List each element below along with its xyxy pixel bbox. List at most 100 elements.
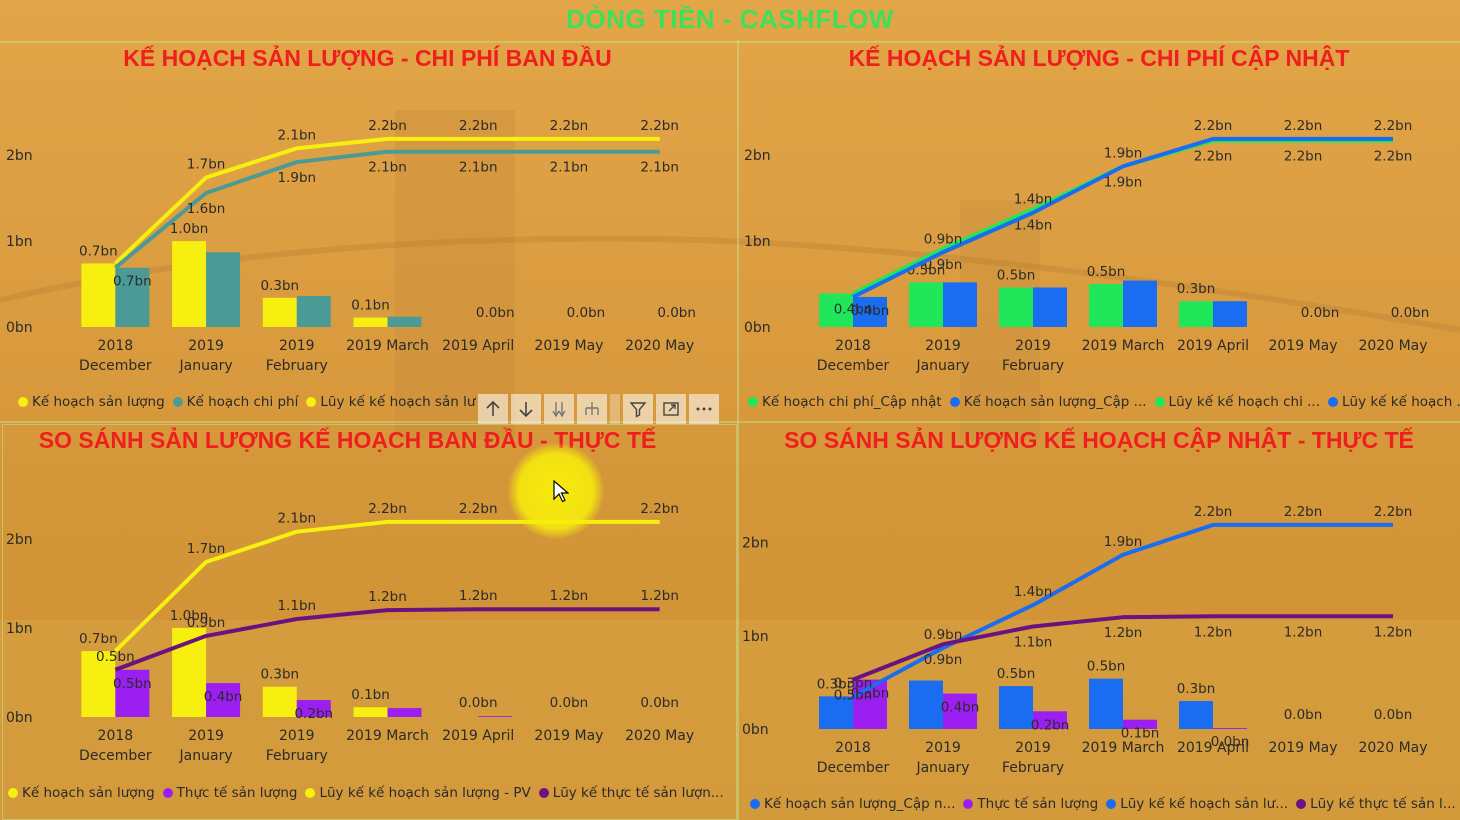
- legend-item[interactable]: Lũy kế kế hoạch ...: [1328, 394, 1460, 410]
- x-tick-label: January: [179, 358, 233, 374]
- combo-chart[interactable]: 0bn 1bn 2bn 2018 December 2019 January 2019 Febr…: [0, 42, 735, 420]
- line-data-label: 0.9bn: [924, 257, 963, 273]
- line-data-label: 2.1bn: [277, 511, 316, 527]
- line-data-label: 1.2bn: [368, 589, 407, 605]
- series-line: [114, 607, 660, 672]
- panel-compare-initial-actual[interactable]: SO SÁNH SẢN LƯỢNG KẾ HOẠCH BAN ĐẦU - THỰ…: [0, 424, 735, 816]
- legend-item[interactable]: Thực tế sản lượng: [963, 796, 1098, 812]
- legend-dot: [538, 788, 549, 798]
- bar: [819, 696, 853, 729]
- bar-data-label: 0.0bn: [657, 305, 696, 321]
- panel-compare-updated-actual[interactable]: SO SÁNH SẢN LƯỢNG KẾ HOẠCH CẬP NHẬT - TH…: [738, 424, 1460, 816]
- legend-item[interactable]: Lũy kế kế hoạch sản lư: [306, 394, 475, 410]
- line-data-label: 2.2bn: [1194, 149, 1233, 165]
- x-tick-label: 2019 March: [346, 338, 429, 354]
- line-data-label: 2.2bn: [1194, 118, 1233, 134]
- line-data-label: 0.9bn: [924, 627, 963, 643]
- x-tick-label: 2019: [1015, 338, 1051, 354]
- line-data-label: 1.9bn: [1104, 174, 1143, 190]
- legend-label: Lũy kế kế hoạch sản lư: [320, 394, 476, 410]
- legend-item[interactable]: Lũy kế kế hoạch sản lượng - PV: [305, 785, 531, 801]
- bar-data-label: 0.7bn: [79, 243, 118, 259]
- legend-item[interactable]: Thực tế sản lượng: [162, 785, 297, 801]
- legend-item[interactable]: Kế hoạch chi phí: [172, 394, 298, 410]
- legend-label: Lũy kế kế hoạch sản lư...: [1120, 796, 1289, 812]
- bar: [262, 686, 297, 717]
- combo-chart[interactable]: 0bn 1bn 2bn 2018 December 2019 January 2019 Febr…: [0, 424, 735, 816]
- series-line: [852, 136, 1393, 299]
- line-data-label: 1.4bn: [1014, 584, 1053, 600]
- bar-data-label: 1.0bn: [170, 608, 209, 624]
- x-tick-label: 2019: [188, 338, 224, 354]
- line-data-label: 1.1bn: [277, 598, 316, 614]
- chart-legend[interactable]: Kế hoạch sản lượng Kế hoạch chi phí Lũy kế…: [18, 394, 478, 410]
- line-data-label: 2.2bn: [550, 118, 589, 134]
- legend-item[interactable]: Lũy kế thực tế sản l...: [1296, 796, 1456, 812]
- bar-data-label: 0.4bn: [204, 689, 243, 705]
- bar-data-label: 0.0bn: [550, 695, 589, 711]
- legend-item[interactable]: Kế hoạch chi phí_Cập nhật: [748, 394, 942, 410]
- bar: [81, 651, 116, 717]
- bar-data-label: 0.5bn: [851, 686, 890, 702]
- next-level-button[interactable]: [544, 394, 574, 424]
- legend-item[interactable]: Kế hoạch sản lượng_Cập n...: [750, 796, 955, 812]
- legend-item[interactable]: Kế hoạch sản lượng: [18, 394, 165, 410]
- chart-legend[interactable]: Kế hoạch chi phí_Cập nhật Kế hoạch sản lư…: [748, 394, 1460, 410]
- line-data-label: 1.9bn: [277, 170, 316, 186]
- legend-item[interactable]: Kế hoạch sản lượng: [8, 785, 155, 801]
- legend-label: Kế hoạch sản lượng: [32, 394, 165, 410]
- line-data-label: 2.2bn: [368, 501, 407, 517]
- y-tick-label: 2bn: [742, 536, 769, 552]
- x-tick-label: February: [1002, 760, 1064, 776]
- legend-item[interactable]: Lũy kế kế hoạch chi ...: [1154, 394, 1320, 410]
- panel-title: SO SÁNH SẢN LƯỢNG KẾ HOẠCH CẬP NHẬT - TH…: [784, 427, 1414, 453]
- line-data-label: 2.2bn: [640, 501, 679, 517]
- x-tick-label: December: [79, 748, 152, 764]
- legend-item[interactable]: Kế hoạch sản lượng_Cập ...: [949, 394, 1147, 410]
- line-data-label: 1.1bn: [1014, 635, 1053, 651]
- chart-legend[interactable]: Kế hoạch sản lượng_Cập n... Thực tế sản l…: [750, 796, 1460, 812]
- expand-hierarchy-button[interactable]: [577, 394, 607, 424]
- legend-item[interactable]: Lũy kế thực tế sản lượn...: [538, 785, 724, 801]
- combo-chart[interactable]: 0bn 1bn 2bn 2018 December 2019 January 2019 Febr…: [738, 42, 1460, 420]
- line-data-label: 1.2bn: [550, 588, 589, 604]
- legend-label: Kế hoạch sản lượng: [22, 785, 155, 801]
- y-tick-label: 1bn: [744, 234, 771, 250]
- legend-label: Thực tế sản lượng: [977, 796, 1099, 812]
- panel-production-cost-updated[interactable]: KẾ HOẠCH SẢN LƯỢNG - CHI PHÍ CẬP NHẬT 0b…: [738, 42, 1460, 420]
- bar: [909, 680, 943, 729]
- x-tick-label: 2019 May: [1268, 740, 1337, 756]
- combo-chart[interactable]: 0bn 1bn 2bn 2018 December 2019 January 2019 Febr…: [738, 424, 1460, 816]
- bar: [999, 686, 1033, 729]
- chart-legend[interactable]: Kế hoạch sản lượng Thực tế sản lượng Lũy k…: [8, 785, 735, 801]
- focus-mode-button[interactable]: [656, 394, 686, 424]
- x-tick-label: December: [817, 358, 890, 374]
- bar-data-label: 0.5bn: [997, 267, 1036, 283]
- line-data-label: 1.9bn: [1104, 534, 1143, 550]
- x-tick-label: 2019 March: [1082, 338, 1165, 354]
- legend-dot: [305, 788, 316, 798]
- bar-data-label: 0.0bn: [1374, 707, 1413, 723]
- line-data-label: 2.2bn: [368, 118, 407, 134]
- bar: [1089, 678, 1123, 729]
- x-tick-label: 2019: [279, 338, 315, 354]
- arrow-up-icon: [486, 400, 500, 416]
- legend-dot: [748, 397, 758, 407]
- line-data-label: 0.4bn: [834, 301, 873, 317]
- more-options-button[interactable]: [689, 394, 719, 424]
- bar: [115, 669, 150, 717]
- drill-up-button[interactable]: [478, 394, 508, 424]
- line-data-label: 1.4bn: [1014, 217, 1053, 233]
- filter-button[interactable]: [623, 394, 653, 424]
- line-data-label: 2.2bn: [1374, 504, 1413, 520]
- bar-data-label: 0.3bn: [260, 278, 299, 294]
- bar-data-label: 0.3bn: [1177, 281, 1216, 297]
- drill-down-button[interactable]: [511, 394, 541, 424]
- x-tick-label: 2019: [925, 338, 961, 354]
- bar-data-label: 0.5bn: [997, 666, 1036, 682]
- panel-production-cost-initial[interactable]: KẾ HOẠCH SẢN LƯỢNG - CHI PHÍ BAN ĐẦU 0bn…: [0, 42, 735, 420]
- line-data-label: 0.5bn: [834, 688, 873, 704]
- legend-dot: [172, 397, 183, 407]
- legend-dot: [963, 799, 974, 809]
- legend-item[interactable]: Lũy kế kế hoạch sản lư...: [1106, 796, 1288, 812]
